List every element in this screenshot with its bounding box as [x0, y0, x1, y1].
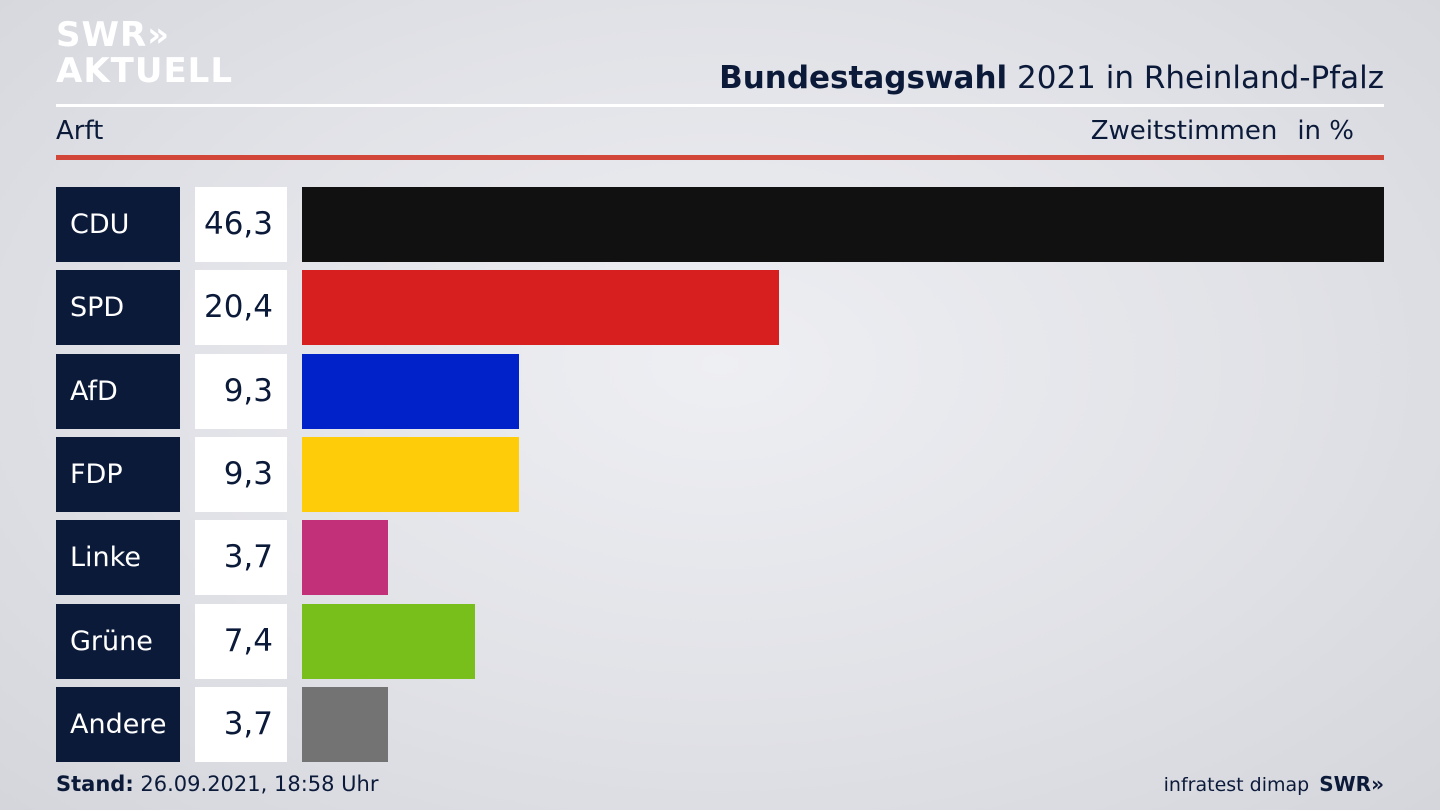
bar [302, 187, 1384, 262]
region-label: Arft [56, 116, 104, 146]
party-label: Grüne [56, 604, 180, 679]
stand-value: 26.09.2021, 18:58 Uhr [133, 772, 379, 796]
logo-line-2: AKTUELL [56, 51, 234, 91]
bar-row-grüne: Grüne 7,4 [56, 604, 1384, 679]
swr-brand-logo: SWR» [1319, 772, 1384, 796]
bar-row-cdu: CDU 46,3 [56, 187, 1384, 262]
title-bold: Bundestagswahl [719, 60, 1008, 96]
source-text: infratest dimap [1163, 774, 1310, 796]
header-divider [56, 104, 1384, 107]
bar [302, 354, 519, 429]
bar [302, 520, 388, 595]
bar-chart: CDU 46,3 SPD 20,4 AfD 9,3 FDP 9,3 Linke 3,7 Grüne 7… [56, 187, 1384, 762]
measure-label: Zweitstimmen in % [1091, 116, 1354, 146]
bar-row-linke: Linke 3,7 [56, 520, 1384, 595]
party-label: FDP [56, 437, 180, 512]
value-label: 9,3 [195, 437, 287, 512]
title-rest: 2021 in Rheinland-Pfalz [1007, 60, 1384, 96]
chart-title: Bundestagswahl 2021 in Rheinland-Pfalz [719, 60, 1384, 96]
value-label: 9,3 [195, 354, 287, 429]
stand-info: Stand: 26.09.2021, 18:58 Uhr [56, 772, 379, 796]
bar-row-afd: AfD 9,3 [56, 354, 1384, 429]
value-label: 46,3 [195, 187, 287, 262]
accent-divider [56, 155, 1384, 160]
measure-text: Zweitstimmen [1090, 116, 1278, 146]
value-label: 7,4 [195, 604, 287, 679]
bar [302, 604, 475, 679]
bar [302, 270, 779, 345]
value-label: 3,7 [195, 687, 287, 762]
bar-row-spd: SPD 20,4 [56, 270, 1384, 345]
source-info: infratest dimap SWR» [1164, 772, 1384, 796]
party-label: SPD [56, 270, 180, 345]
swr-aktuell-logo: SWR» AKTUELL [56, 18, 233, 88]
party-label: CDU [56, 187, 180, 262]
party-label: AfD [56, 354, 180, 429]
unit-text: in % [1297, 116, 1354, 146]
value-label: 20,4 [195, 270, 287, 345]
stand-label: Stand: [56, 772, 134, 796]
logo-line-1: SWR» [56, 15, 171, 55]
bar [302, 437, 519, 512]
bar-row-fdp: FDP 9,3 [56, 437, 1384, 512]
party-label: Linke [56, 520, 180, 595]
party-label: Andere [56, 687, 180, 762]
bar-row-andere: Andere 3,7 [56, 687, 1384, 762]
bar [302, 687, 388, 762]
value-label: 3,7 [195, 520, 287, 595]
